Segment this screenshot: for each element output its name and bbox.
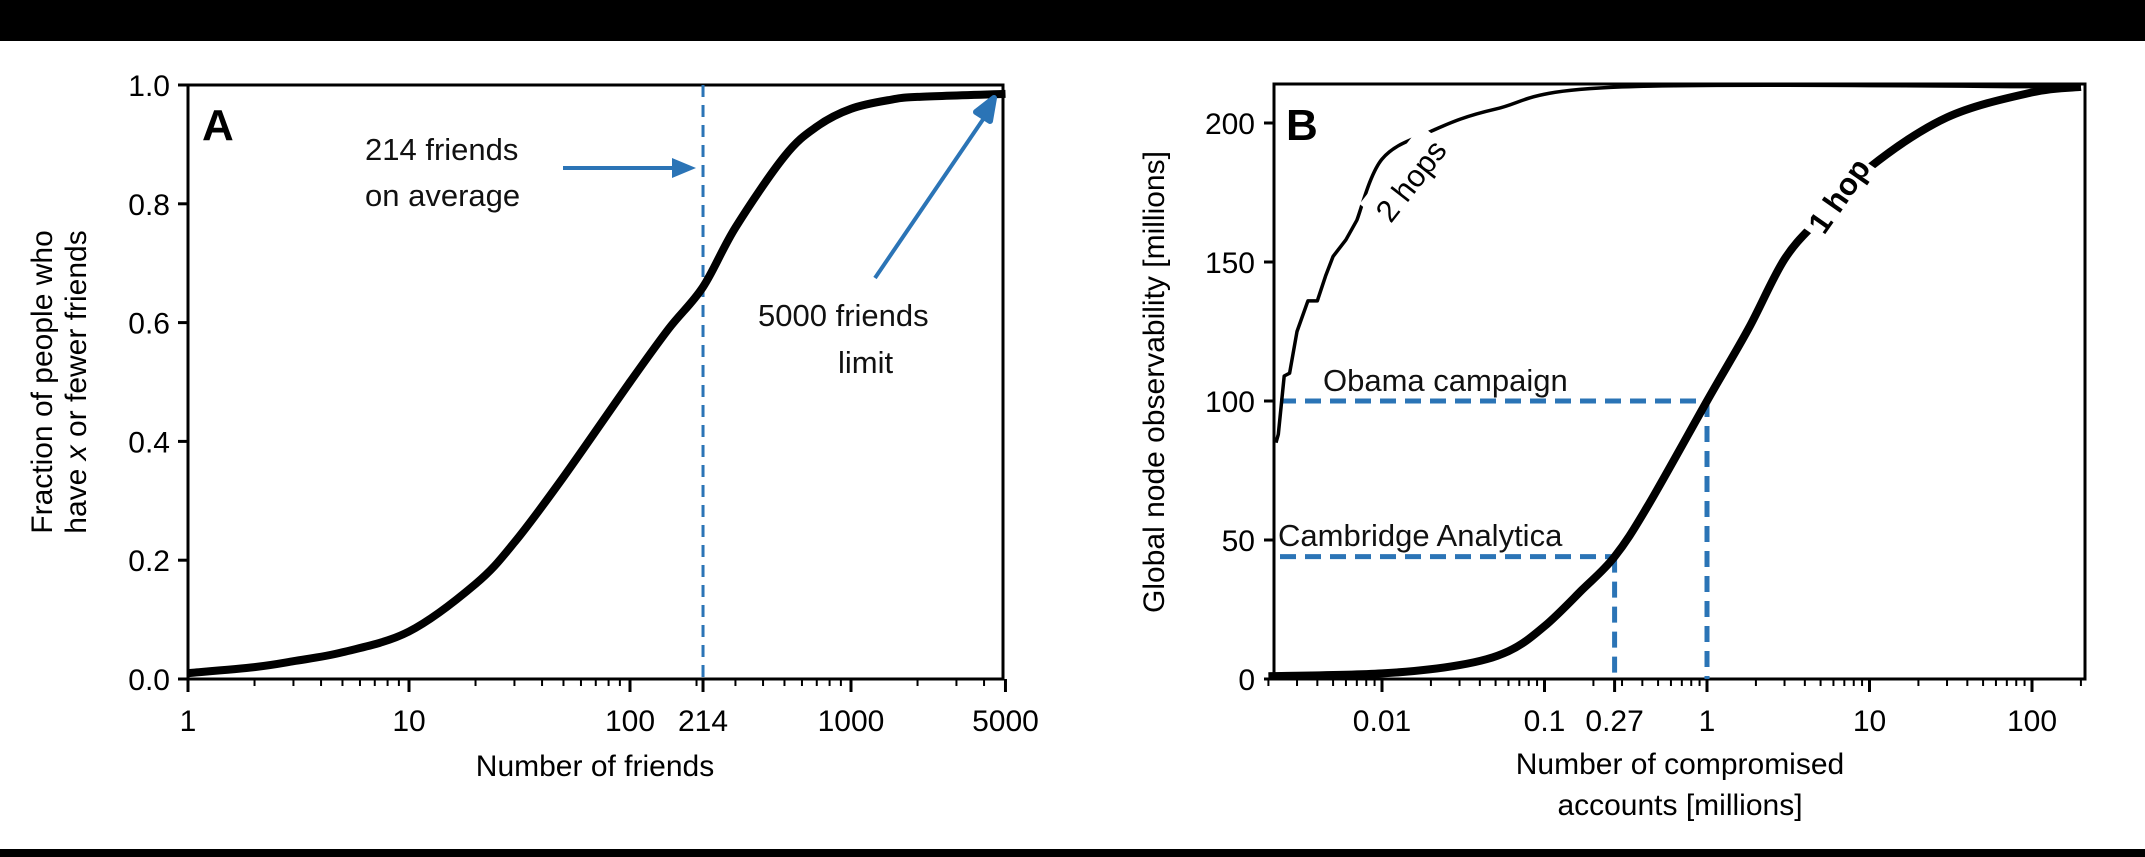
panel-b-x-axis-label-line1: Number of compromised (1516, 748, 1844, 781)
y-tick-label: 100 (1205, 386, 1255, 419)
panel-a-y-ticks: 0.0 0.2 0.4 0.6 0.8 1.0 (128, 70, 188, 697)
two-hops-label-mask (1359, 125, 1461, 235)
x-tick-label: 1 (1699, 705, 1716, 738)
annotation-average-line1: 214 friends (365, 132, 518, 167)
panel-a-frame (186, 83, 1005, 681)
x-tick-label: 10 (392, 705, 425, 738)
panel-a-letter: A (202, 101, 234, 150)
one-hop-label-mask (1788, 143, 1882, 247)
arrow-limit-icon (873, 95, 997, 280)
panel-b-x-axis-label-line2: accounts [millions] (1557, 789, 1802, 822)
arrow-average-icon (563, 158, 696, 178)
two-hops-curve (1274, 83, 2081, 444)
panel-a-x-ticks: 1 10 100 214 1000 5000 (180, 679, 1039, 738)
panel-b-frame (1272, 82, 2087, 681)
panel-b-x-ticks: 0.01 0.1 0.27 1 10 100 (1267, 679, 2082, 738)
cambridge-analytica-label: Cambridge Analytica (1278, 518, 1563, 553)
y-tick-label: 200 (1205, 108, 1255, 141)
annotation-limit-line2: limit (838, 345, 893, 380)
top-black-bar (0, 0, 2145, 41)
x-tick-label: 1 (180, 705, 197, 738)
panel-b-y-axis-label: Global node observability [millions] (1138, 151, 1171, 613)
y-tick-label: 50 (1222, 525, 1255, 558)
x-tick-label: 1000 (818, 705, 885, 738)
y-tick-label: 0.0 (128, 664, 170, 697)
svg-text:Fraction of people who: Fraction of people who (26, 230, 59, 534)
x-tick-label: 214 (678, 705, 728, 738)
x-tick-label: 0.01 (1353, 705, 1411, 738)
obama-campaign-label: Obama campaign (1323, 363, 1568, 398)
annotation-limit-line1: 5000 friends (758, 298, 929, 333)
y-tick-label: 1.0 (128, 70, 170, 103)
bottom-black-bar (0, 849, 2145, 857)
panel-a: 0.0 0.2 0.4 0.6 0.8 1.0 1 10 100 214 1000 5000 A 2… (26, 70, 1039, 783)
y-tick-label: 0 (1238, 664, 1255, 697)
annotation-average-line2: on average (365, 178, 520, 213)
y-tick-label: 0.4 (128, 426, 170, 459)
panel-b-reference-lines (1280, 398, 1710, 679)
x-tick-label: 0.27 (1585, 705, 1643, 738)
one-hop-curve (1268, 82, 2082, 681)
x-tick-label: 10 (1853, 705, 1886, 738)
panel-b-letter: B (1286, 101, 1318, 150)
x-tick-label: 100 (605, 705, 655, 738)
y-tick-label: 0.6 (128, 308, 170, 341)
panel-a-x-axis-label: Number of friends (476, 750, 714, 783)
panel-a-y-axis-label: Fraction of people who have x or fewer f… (26, 230, 93, 534)
y-tick-label: 0.8 (128, 189, 170, 222)
panel-a-cdf-curve (187, 89, 1006, 678)
x-tick-label: 5000 (972, 705, 1039, 738)
x-tick-label: 0.1 (1524, 705, 1566, 738)
x-tick-label: 100 (2007, 705, 2057, 738)
svg-text:have x or fewer friends: have x or fewer friends (60, 230, 93, 533)
y-tick-label: 0.2 (128, 545, 170, 578)
y-tick-label: 150 (1205, 247, 1255, 280)
panel-b-y-ticks: 0 50 100 150 200 (1205, 108, 1274, 697)
